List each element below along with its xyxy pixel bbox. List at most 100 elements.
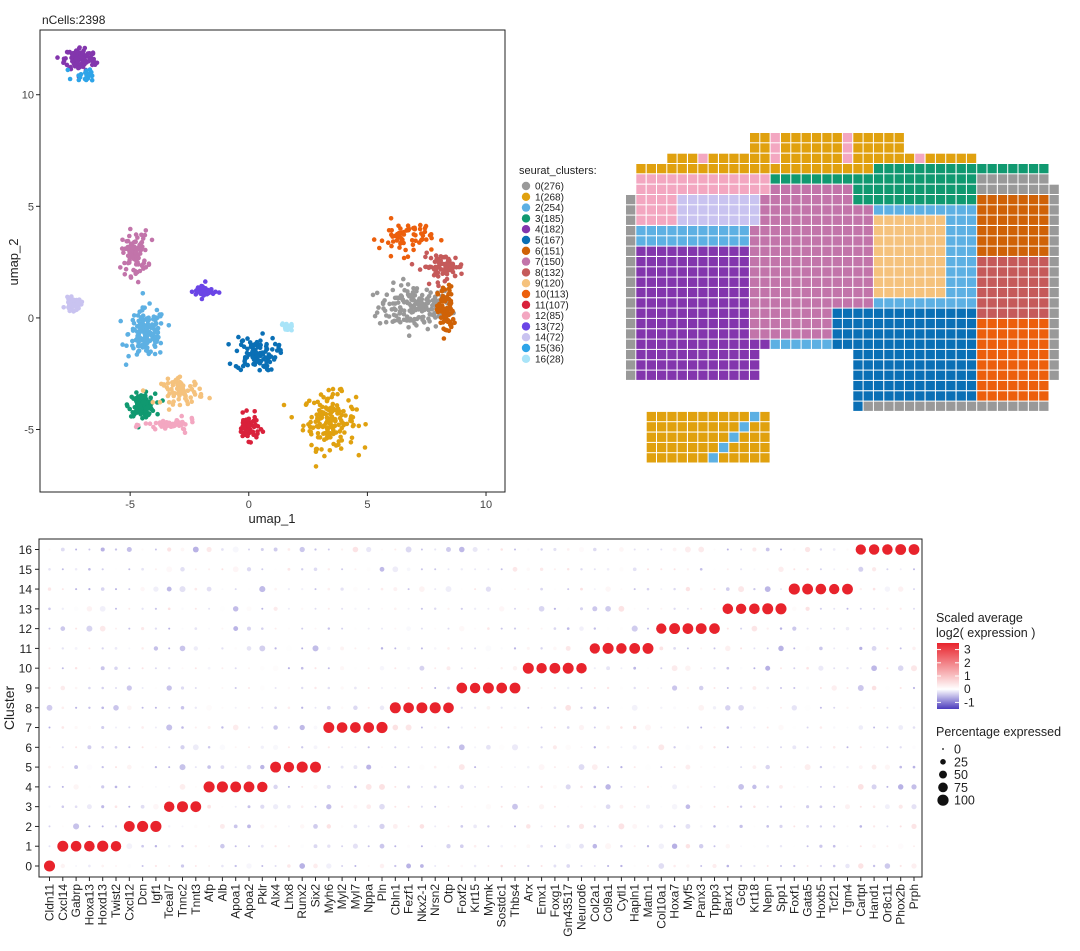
dotplot-dot [567,805,570,808]
umap-point [428,232,434,237]
legend-swatch [521,333,531,342]
dotplot-dot [819,825,823,828]
spatial-spot [873,349,884,360]
dotplot-dot [553,547,557,552]
dotplot-gene-label: Tppp3 [708,884,722,918]
dotplot-dot [618,823,625,830]
dotplot-dot [434,845,437,848]
umap-point [135,333,141,339]
spatial-spot [729,153,739,163]
spatial-spot [729,422,739,432]
umap-point [327,424,333,430]
spatial-spot [646,277,656,287]
dotplot-dot [128,588,131,591]
spatial-spot [904,349,915,360]
dotplot-dot [539,567,544,572]
spatial-spot [677,267,687,277]
dotplot-dot [168,766,171,769]
spatial-spot [657,298,667,308]
spatial-spot [873,308,884,318]
spatial-spot [729,329,739,339]
legend-item-5: 5(167) [521,236,564,247]
dotplot-dot [500,844,504,848]
spatial-spot [781,215,791,225]
spatial-spot [977,246,987,256]
spatial-spot [760,195,770,205]
dotplot-dot [407,607,410,610]
dotplot-dot [194,667,197,670]
spatial-spot [987,401,997,411]
spatial-spot [667,195,677,205]
spatial-spot [667,422,677,432]
dotplot-dot [207,765,211,769]
umap-point [304,401,309,406]
spatial-spot [1018,236,1028,246]
spatial-spot [925,349,935,360]
spatial-spot [873,257,884,267]
umap-point [135,313,141,318]
dotplot-dot [153,803,159,810]
dotplot-dot [473,864,477,868]
dotplot-dot [247,726,251,729]
dotplot-dot [805,645,811,651]
spatial-spot [842,318,853,329]
legend-item-10: 10(113) [521,290,569,301]
spatial-spot [677,370,687,380]
dotplot-gene-label: Pklr [255,884,269,905]
spatial-spot [677,164,687,174]
dotplot-dot [873,607,876,610]
dotplot-dot [513,647,517,650]
spatial-spot [822,236,832,246]
dotplot-dot [141,844,144,848]
spatial-spot [863,267,873,277]
spatial-spot [822,257,832,267]
umap-point [411,232,417,237]
spatial-spot [832,287,842,298]
umap-point [343,413,348,418]
dotplot-dot [500,706,503,709]
spatial-spot [915,205,925,215]
dotplot-dot [88,667,91,670]
spatial-spot [842,184,853,194]
spatial-spot [966,329,977,339]
spatial-spot [729,277,739,287]
dotplot-dot [128,805,131,808]
dotplot-dot [553,588,556,591]
dotplot-dot [500,864,503,868]
dotplot-gene-label: Gata5 [801,884,815,917]
dotplot-dot [301,785,304,788]
spatial-spot [770,164,780,174]
spatial-spot [770,277,780,287]
dotplot-dot [713,667,716,670]
dotplot-dot [445,586,452,593]
spatial-spot [873,226,884,236]
umap-point [152,391,158,397]
dotplot-dot [447,765,450,769]
dotplot-dot [726,726,730,729]
spatial-spot [811,164,822,174]
dotplot-dot [74,646,78,650]
dotplot-dot [500,627,503,630]
dotplot-dot [75,746,78,749]
spatial-spot [708,164,718,174]
dotplot-dot [327,548,330,551]
spatial-spot [956,226,966,236]
spatial-spot [935,308,946,318]
dotplot-dot [911,863,917,869]
dotplot-dot [232,724,239,731]
spatial-spot [1028,174,1039,184]
spatial-spot [977,380,987,391]
dotplot-dot [287,706,291,710]
dotplot-dot [780,548,782,551]
spatial-spot [1049,298,1059,308]
spatial-spot [677,257,687,267]
umap-point [301,423,306,429]
dotplot-dot [565,645,571,651]
spatial-spot [698,246,708,256]
dotplot-dot [287,588,290,591]
spatial-spot [688,153,698,163]
dotplot-dot [631,704,638,711]
spatial-spot [853,184,863,194]
dotplot-dot [474,568,477,571]
